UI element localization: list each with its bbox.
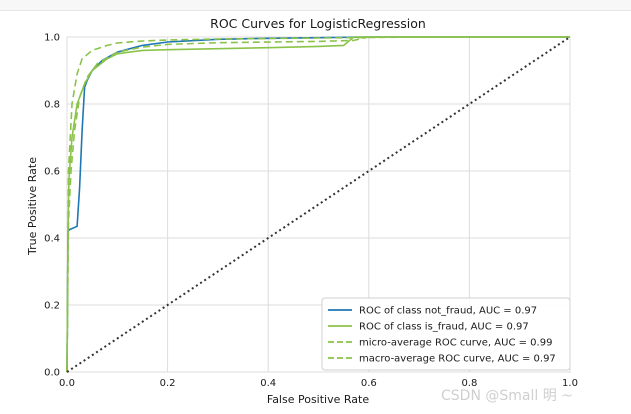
x-tick-label: 0.8 xyxy=(461,378,477,389)
series-line-1 xyxy=(66,36,570,373)
x-tick-label: 0.6 xyxy=(361,378,377,389)
y-tick-label: 0.0 xyxy=(44,368,60,379)
y-tick-label: 0.4 xyxy=(44,234,60,245)
y-axis-label: True Positive Rate xyxy=(26,157,39,256)
tick-labels: 0.0 0.2 0.4 0.6 0.8 1.0 0.0 0.2 0.4 0.6 0.8 1.0 xyxy=(44,33,578,390)
x-tick-label: 1.0 xyxy=(562,378,578,389)
x-axis-label: False Positive Rate xyxy=(267,393,369,406)
legend-label: ROC of class is_fraud, AUC = 0.97 xyxy=(359,322,529,333)
series-line-3 xyxy=(66,36,570,373)
y-tick-label: 0.6 xyxy=(44,167,60,178)
legend-label: macro-average ROC curve, AUC = 0.97 xyxy=(359,354,556,365)
chart-title: ROC Curves for LogisticRegression xyxy=(210,16,426,31)
legend: ROC of class not_fraud, AUC = 0.97 ROC of… xyxy=(321,297,571,371)
legend-label: micro-average ROC curve, AUC = 0.99 xyxy=(359,338,552,349)
x-tick-label: 0.2 xyxy=(160,378,176,389)
watermark: CSDN @Small 明 ~ xyxy=(441,388,573,404)
x-tick-label: 0.4 xyxy=(260,378,276,389)
series-layer xyxy=(66,36,571,373)
legend-box xyxy=(321,297,571,371)
y-tick-label: 0.2 xyxy=(44,301,60,312)
diagonal-reference-line xyxy=(66,36,571,373)
y-tick-label: 0.8 xyxy=(44,100,60,111)
legend-label: ROC of class not_fraud, AUC = 0.97 xyxy=(359,306,537,317)
x-tick-label: 0.0 xyxy=(59,378,75,389)
window-top-edge xyxy=(0,0,631,11)
y-tick-label: 1.0 xyxy=(44,33,60,44)
